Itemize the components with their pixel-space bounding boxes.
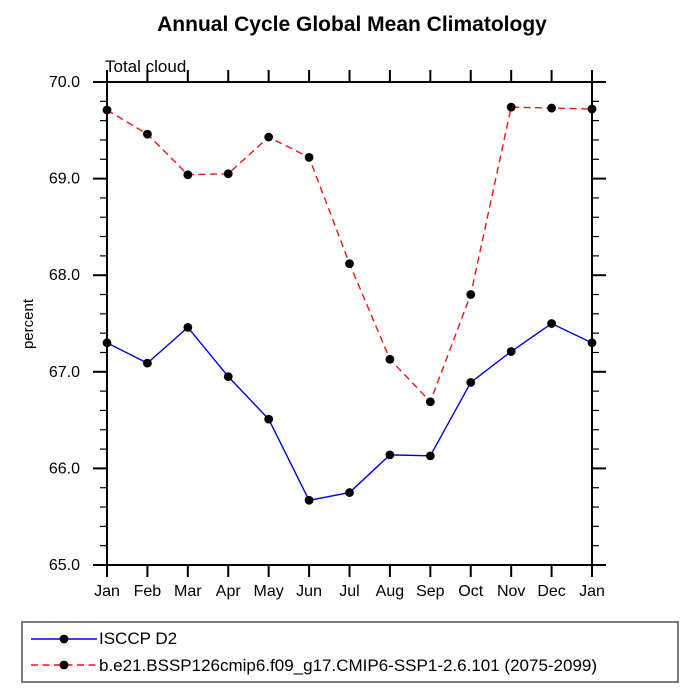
data-point-marker	[506, 347, 516, 356]
series-layer	[102, 102, 597, 505]
data-point-marker	[264, 414, 274, 424]
y-tick-label: 67.0	[49, 364, 80, 381]
y-tick-label: 66.0	[49, 460, 80, 477]
data-point-marker	[587, 338, 597, 348]
data-point-marker	[425, 451, 435, 461]
legend-item-model: b.e21.BSSP126cmip6.f09_g17.CMIP6-SSP1-2.…	[29, 652, 673, 678]
data-point-marker	[547, 319, 556, 328]
x-tick-label: Dec	[537, 583, 565, 600]
legend-label: ISCCP D2	[99, 629, 178, 649]
legend-sample-marker	[59, 634, 69, 644]
legend-item-isccp: ISCCP D2	[29, 626, 673, 652]
series-line-1	[106, 106, 593, 404]
data-point-marker	[345, 259, 354, 269]
data-point-marker	[223, 372, 233, 382]
data-point-marker	[547, 103, 556, 113]
legend-line-sample-dashed	[31, 660, 97, 670]
data-point-marker	[345, 488, 354, 497]
legend-sample-marker	[59, 660, 69, 670]
data-point-marker	[183, 170, 193, 180]
data-point-marker	[304, 152, 314, 162]
x-tick-label: May	[254, 583, 284, 600]
data-point-marker	[506, 102, 516, 112]
axes-layer: Jan Feb Mar Apr May Jun Jul Aug Sep Oct Nov Dec Jan 6…	[49, 70, 606, 600]
data-point-marker	[143, 358, 152, 368]
legend-line-sample-solid	[31, 634, 97, 644]
data-point-marker	[102, 338, 112, 348]
x-tick-label: Jan	[579, 583, 605, 600]
x-tick-label: Jun	[296, 583, 322, 600]
data-point-marker	[102, 105, 112, 115]
y-axis-title: percent	[20, 298, 37, 349]
data-point-marker	[425, 397, 435, 407]
data-point-marker	[587, 104, 597, 114]
data-point-marker	[143, 129, 152, 139]
y-tick-label: 65.0	[49, 557, 80, 574]
legend: ISCCP D2 b.e21.BSSP126cmip6.f09_g17.CMIP…	[21, 621, 679, 683]
data-point-marker	[385, 354, 395, 364]
legend-label: b.e21.BSSP126cmip6.f09_g17.CMIP6-SSP1-2.…	[99, 655, 598, 675]
x-tick-label: Feb	[134, 583, 162, 600]
x-tick-label: Sep	[416, 583, 445, 600]
chart-title: Annual Cycle Global Mean Climatology	[157, 13, 547, 36]
x-tick-label: Oct	[458, 583, 483, 600]
data-point-marker	[466, 290, 476, 299]
x-tick-label: Jan	[94, 583, 120, 600]
series-line-0	[106, 322, 593, 502]
x-tick-label: Jul	[339, 583, 359, 600]
data-point-marker	[223, 169, 233, 179]
data-point-marker	[304, 495, 314, 505]
data-point-marker	[183, 322, 193, 332]
y-tick-label: 69.0	[49, 171, 80, 188]
y-tick-label: 70.0	[49, 74, 80, 91]
x-tick-label: Nov	[497, 583, 525, 600]
chart-subtitle: Total cloud	[105, 57, 186, 76]
y-tick-label: 68.0	[49, 267, 80, 284]
data-point-marker	[466, 378, 476, 387]
data-point-marker	[385, 450, 395, 460]
x-tick-label: Mar	[174, 583, 202, 600]
x-tick-label: Aug	[376, 583, 404, 600]
plot-area: Annual Cycle Global Mean Climatology Tot…	[20, 13, 606, 600]
x-tick-label: Apr	[216, 583, 242, 600]
data-point-marker	[264, 132, 274, 142]
